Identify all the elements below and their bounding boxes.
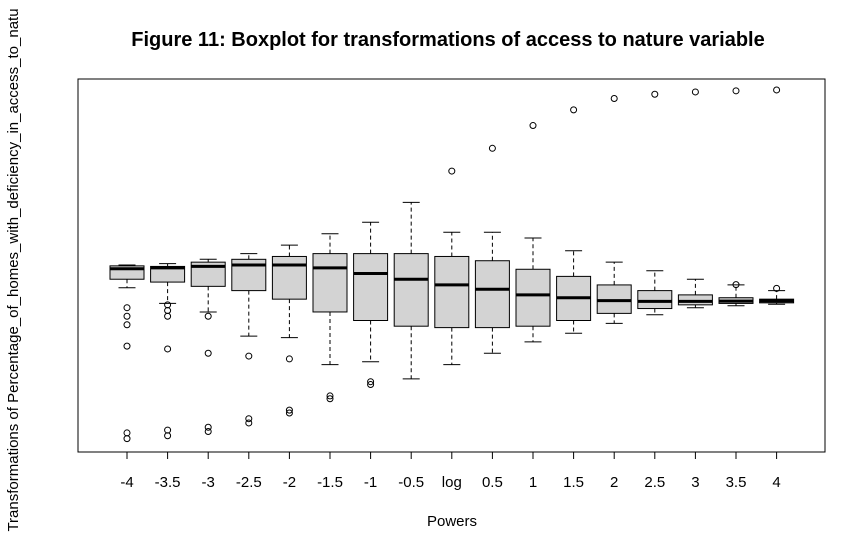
outlier-point [164, 312, 172, 320]
outlier-point [732, 281, 740, 289]
box-iqr [434, 255, 470, 329]
box-group [677, 88, 713, 309]
outlier-point [610, 95, 618, 102]
x-tick-label: 1 [529, 474, 537, 491]
outlier-point [123, 304, 131, 312]
box-group [434, 167, 470, 366]
boxes-layer [109, 86, 795, 443]
outlier-point [285, 406, 293, 414]
x-tick-label: 1.5 [563, 474, 584, 491]
outlier-point [773, 284, 781, 292]
outlier-point [651, 90, 659, 98]
outlier-point [204, 349, 212, 357]
box-group [353, 221, 389, 389]
x-tick-label: 3.5 [726, 474, 747, 491]
outlier-point [691, 88, 699, 96]
box-group [190, 258, 226, 435]
chart-title: Figure 11: Boxplot for transformations o… [131, 29, 765, 51]
box-iqr [312, 253, 348, 313]
box-group [474, 144, 510, 354]
x-tick-label: -3.5 [155, 474, 181, 491]
outlier-point [204, 312, 212, 320]
outlier-point [367, 381, 375, 389]
box-iqr [271, 255, 307, 300]
outlier-point [164, 307, 172, 315]
box-iqr [474, 260, 510, 329]
x-axis-label: Powers [427, 513, 477, 530]
outlier-point [204, 423, 212, 431]
outlier-point [529, 122, 537, 130]
outlier-point [570, 106, 578, 114]
outlier-point [326, 392, 334, 400]
x-tick-label: -1 [364, 474, 377, 491]
x-tick-label: 4 [772, 474, 780, 491]
x-tick-label: -3 [202, 474, 215, 491]
x-tick-label: -1.5 [317, 474, 343, 491]
outlier-point [164, 301, 172, 309]
box-iqr [637, 290, 673, 310]
box-group [759, 86, 795, 305]
outlier-point [448, 167, 456, 175]
outlier-point [285, 409, 293, 417]
box-group [556, 106, 592, 334]
outlier-point [123, 342, 131, 350]
x-tick-label: log [442, 474, 462, 491]
box-group [596, 95, 632, 324]
x-tick-label: -0.5 [398, 474, 424, 491]
box-iqr [677, 294, 713, 306]
box-iqr [515, 268, 551, 327]
outlier-point [123, 435, 131, 443]
y-axis-label: Transformations of Percentage_of_homes_w… [5, 8, 22, 531]
box-iqr [393, 253, 429, 327]
outlier-point [123, 312, 131, 320]
outlier-point [164, 432, 172, 440]
outlier-point [245, 352, 253, 360]
box-group [515, 122, 551, 343]
outlier-point [164, 426, 172, 434]
box-group [393, 201, 429, 380]
outlier-point [773, 86, 781, 94]
box-iqr [353, 253, 389, 321]
outlier-point [204, 428, 212, 435]
outlier-point [488, 144, 496, 152]
outlier-point [326, 395, 334, 403]
outlier-point [164, 345, 172, 353]
box-group [150, 263, 186, 440]
x-tick-label: 2 [610, 474, 618, 491]
outlier-point [732, 87, 740, 95]
box-group [271, 244, 307, 417]
x-axis: -4 -3.5 -3 -2.5 -2 -1.5 -1 -0.5 log 0.5 1 1.5 2 2.5 3 3… [120, 452, 781, 491]
box-group [109, 264, 145, 443]
box-group [637, 90, 673, 316]
outlier-point [285, 355, 293, 363]
box-group [718, 87, 754, 307]
box-group [231, 253, 267, 427]
outlier-point [123, 321, 131, 329]
x-tick-label: 3 [691, 474, 699, 491]
outlier-point [123, 429, 131, 437]
x-tick-label: 2.5 [644, 474, 665, 491]
x-tick-label: 0.5 [482, 474, 503, 491]
box-group [312, 233, 348, 403]
x-tick-label: -2.5 [236, 474, 262, 491]
x-tick-label: -4 [120, 474, 133, 491]
outlier-point [245, 415, 253, 423]
x-tick-label: -2 [283, 474, 296, 491]
outlier-point [245, 419, 253, 427]
outlier-point [367, 378, 375, 386]
